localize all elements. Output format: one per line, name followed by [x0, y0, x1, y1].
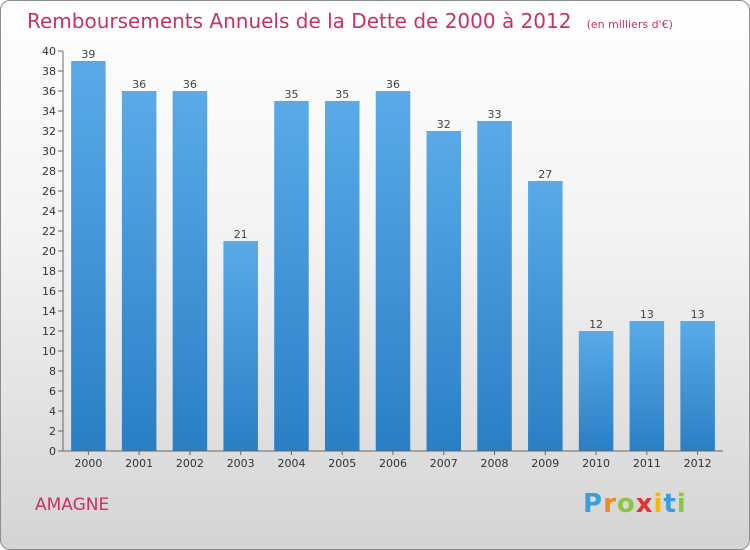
bars — [71, 61, 715, 451]
data-label-2003: 21 — [234, 228, 248, 241]
y-tick-label: 16 — [42, 285, 56, 298]
x-tick-label-2010: 2010 — [582, 457, 610, 470]
y-tick-label: 4 — [49, 405, 56, 418]
bar-2005 — [324, 101, 360, 451]
chart-title: Remboursements Annuels de la Dette de 20… — [27, 9, 572, 33]
y-tick-label: 6 — [49, 385, 56, 398]
y-tick-label: 10 — [42, 345, 56, 358]
y-tick-label: 18 — [42, 265, 56, 278]
data-label-2010: 12 — [589, 318, 603, 331]
bar-2000 — [71, 61, 106, 451]
data-label-2001: 36 — [132, 78, 146, 91]
bar-2003 — [223, 241, 258, 451]
y-tick-label: 22 — [42, 225, 56, 238]
x-tick-label-2004: 2004 — [277, 457, 305, 470]
y-tick-label: 20 — [42, 245, 56, 258]
bar-2002 — [172, 91, 208, 451]
bar-2006 — [375, 91, 411, 451]
y-tick-label: 14 — [42, 305, 56, 318]
y-tick-label: 32 — [42, 125, 56, 138]
brand-letter: x — [635, 489, 654, 519]
data-label-2007: 32 — [437, 118, 451, 131]
y-tick-label: 2 — [49, 425, 56, 438]
data-label-2011: 13 — [640, 308, 654, 321]
y-tick-label: 12 — [42, 325, 56, 338]
brand-logo: Proxiti — [583, 489, 687, 519]
bar-2001 — [121, 91, 157, 451]
brand-letter: i — [676, 489, 687, 519]
data-label-2008: 33 — [488, 108, 502, 121]
bar-2012 — [680, 321, 715, 451]
y-tick-label: 26 — [42, 185, 56, 198]
x-tick-label-2003: 2003 — [227, 457, 255, 470]
x-tick-label-2007: 2007 — [430, 457, 458, 470]
x-tick-label-2000: 2000 — [74, 457, 102, 470]
x-tick-label-2005: 2005 — [328, 457, 356, 470]
data-label-2004: 35 — [284, 88, 298, 101]
data-label-2000: 39 — [81, 48, 95, 61]
x-tick-label-2006: 2006 — [379, 457, 407, 470]
brand-letter: r — [603, 489, 617, 519]
x-tick-label-2008: 2008 — [481, 457, 509, 470]
y-tick-label: 8 — [49, 365, 56, 378]
bar-2011 — [629, 321, 665, 451]
bar-2004 — [274, 101, 309, 451]
bar-2010 — [578, 331, 614, 451]
y-tick-label: 30 — [42, 145, 56, 158]
y-tick-label: 28 — [42, 165, 56, 178]
commune-name: AMAGNE — [35, 495, 110, 515]
data-label-2006: 36 — [386, 78, 400, 91]
brand-letter: P — [583, 489, 604, 519]
y-tick-label: 40 — [42, 45, 56, 58]
chart-subtitle: (en milliers d'€) — [586, 18, 673, 31]
bar-2009 — [528, 181, 563, 451]
brand-letter: o — [616, 489, 636, 519]
x-tick-label-2001: 2001 — [125, 457, 153, 470]
y-tick-label: 24 — [42, 205, 56, 218]
data-label-2005: 35 — [335, 88, 349, 101]
bar-2007 — [426, 131, 462, 451]
data-labels: 39 36 36 21 35 35 36 32 33 27 12 13 13 — [81, 48, 704, 331]
data-label-2009: 27 — [538, 168, 552, 181]
x-tick-label-2012: 2012 — [684, 457, 712, 470]
title-row: Remboursements Annuels de la Dette de 20… — [27, 9, 673, 33]
y-tick-label: 34 — [42, 105, 56, 118]
y-tick-label: 36 — [42, 85, 56, 98]
y-tick-label: 38 — [42, 65, 56, 78]
y-tick-label: 0 — [49, 445, 56, 458]
x-tick-label-2009: 2009 — [531, 457, 559, 470]
data-label-2012: 13 — [691, 308, 705, 321]
bar-2008 — [477, 121, 512, 451]
x-axis: 2000 2001 2002 2003 2004 2005 2006 2007 2008 2009… — [63, 450, 723, 470]
brand-letter: t — [663, 489, 677, 519]
x-tick-label-2011: 2011 — [633, 457, 661, 470]
brand-letter: i — [653, 489, 664, 519]
x-tick-label-2002: 2002 — [176, 457, 204, 470]
data-label-2002: 36 — [183, 78, 197, 91]
